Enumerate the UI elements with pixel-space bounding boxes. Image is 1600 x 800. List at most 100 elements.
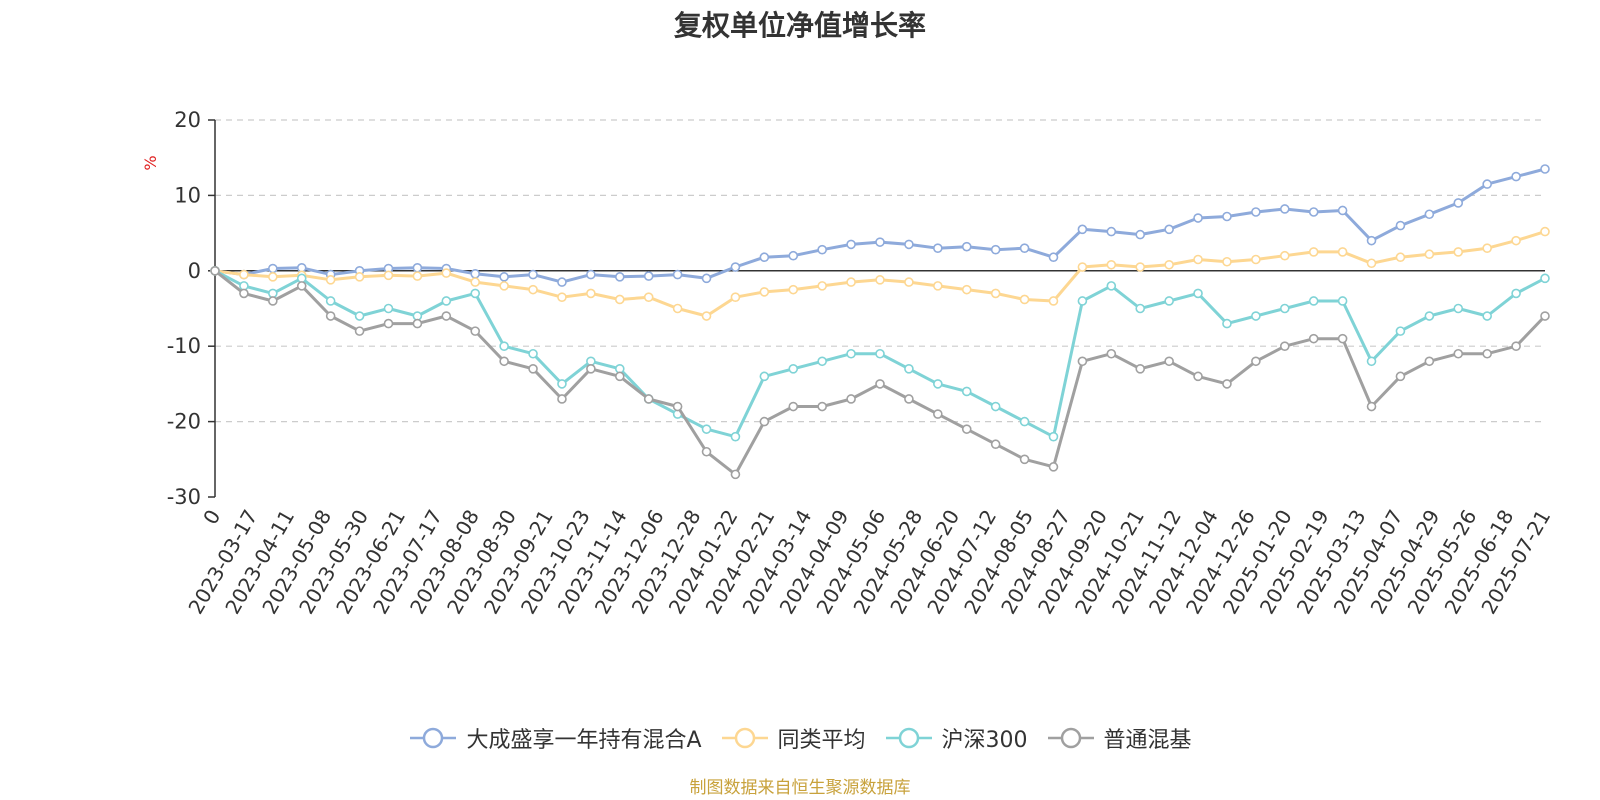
series-point — [268, 296, 278, 306]
series-point — [325, 275, 336, 285]
series-point — [961, 424, 972, 434]
legend-item[interactable]: 沪深300 — [884, 722, 1028, 754]
series-point — [1482, 179, 1492, 189]
series-point — [990, 401, 1001, 412]
series-point — [528, 348, 538, 359]
series-point — [933, 243, 943, 253]
series-point — [268, 263, 278, 274]
series-point — [1308, 333, 1319, 344]
series-point — [412, 271, 423, 281]
series-point — [586, 288, 596, 299]
series-point — [1193, 213, 1203, 223]
legend-item[interactable]: 同类平均 — [720, 722, 866, 754]
series-point — [614, 371, 625, 382]
y-axis-label: % — [141, 155, 160, 170]
series-point — [239, 269, 249, 280]
legend-item[interactable]: 普通混基 — [1046, 722, 1192, 754]
series-point — [1337, 296, 1348, 306]
series-point — [904, 364, 914, 374]
series-point — [672, 303, 683, 314]
series-point — [1540, 164, 1550, 174]
series-point — [1135, 229, 1146, 240]
series-point — [1279, 303, 1290, 314]
legend-label: 同类平均 — [777, 728, 866, 753]
series-point — [759, 416, 770, 427]
series-point — [1366, 401, 1377, 412]
series-point — [1424, 311, 1435, 321]
series-point — [990, 244, 1001, 255]
series-point — [1048, 462, 1059, 472]
series-point — [1540, 311, 1550, 321]
series-point — [701, 311, 712, 321]
series-point — [1482, 311, 1492, 321]
series-point — [1511, 341, 1521, 352]
series-point — [1077, 262, 1088, 272]
series-point — [470, 288, 481, 299]
series-point — [1251, 356, 1261, 367]
series-point — [1135, 364, 1146, 374]
series-point — [441, 268, 452, 278]
series-point — [354, 311, 365, 321]
chart-legend: 大成盛享一年持有混合A 同类平均 沪深300 普通混基 — [0, 722, 1600, 754]
series-point — [904, 239, 914, 250]
series-point — [528, 364, 538, 374]
series-point — [846, 239, 856, 250]
series-point — [614, 294, 625, 305]
series-point — [528, 284, 538, 295]
series-point — [1106, 259, 1117, 270]
series-point — [499, 356, 509, 367]
series-point — [1279, 250, 1290, 261]
legend-marker-icon — [721, 727, 768, 749]
series-point — [1482, 348, 1492, 359]
series-point — [643, 271, 654, 281]
series-point — [1395, 371, 1406, 382]
series-point — [557, 277, 567, 287]
series-point — [383, 270, 394, 281]
series-point — [499, 272, 509, 282]
series-point — [383, 318, 394, 329]
series-point — [817, 244, 827, 255]
series-point — [1222, 318, 1232, 329]
series-point — [817, 356, 827, 367]
series-point — [672, 269, 683, 280]
series-point — [759, 371, 770, 382]
legend-marker-icon — [885, 727, 932, 749]
series-point — [1048, 296, 1059, 306]
series-point — [1424, 209, 1435, 220]
series-point — [1540, 226, 1550, 237]
series-point — [354, 326, 365, 336]
series-point — [1453, 303, 1464, 314]
legend-item[interactable]: 大成盛享一年持有混合A — [408, 722, 702, 754]
series-point — [1424, 356, 1435, 367]
series-point — [441, 311, 452, 321]
series-point — [1453, 247, 1464, 257]
series-point — [1395, 220, 1406, 231]
legend-marker-icon — [410, 727, 457, 749]
series-point — [412, 318, 423, 329]
series-point — [1366, 356, 1377, 367]
x-tick-label: 0 — [198, 506, 225, 529]
series-point — [1019, 294, 1030, 305]
series-point — [875, 275, 885, 285]
y-tick-label: 10 — [174, 183, 201, 207]
series-point — [1135, 262, 1146, 272]
series-point — [672, 401, 683, 412]
series-point — [961, 386, 972, 397]
series-point — [701, 446, 712, 457]
series-point — [412, 262, 423, 273]
series-point — [586, 269, 596, 280]
series-point — [990, 439, 1001, 450]
series-point — [470, 326, 481, 336]
series-point — [499, 341, 509, 352]
series-point — [730, 292, 741, 302]
series-point — [1453, 348, 1464, 359]
series-point — [846, 394, 856, 404]
series-point — [846, 348, 856, 359]
series-point — [1395, 326, 1406, 336]
series-point — [1048, 431, 1059, 442]
series-point — [730, 262, 741, 272]
series-point — [1308, 207, 1319, 217]
series-point — [499, 281, 509, 291]
series-point — [557, 379, 567, 389]
